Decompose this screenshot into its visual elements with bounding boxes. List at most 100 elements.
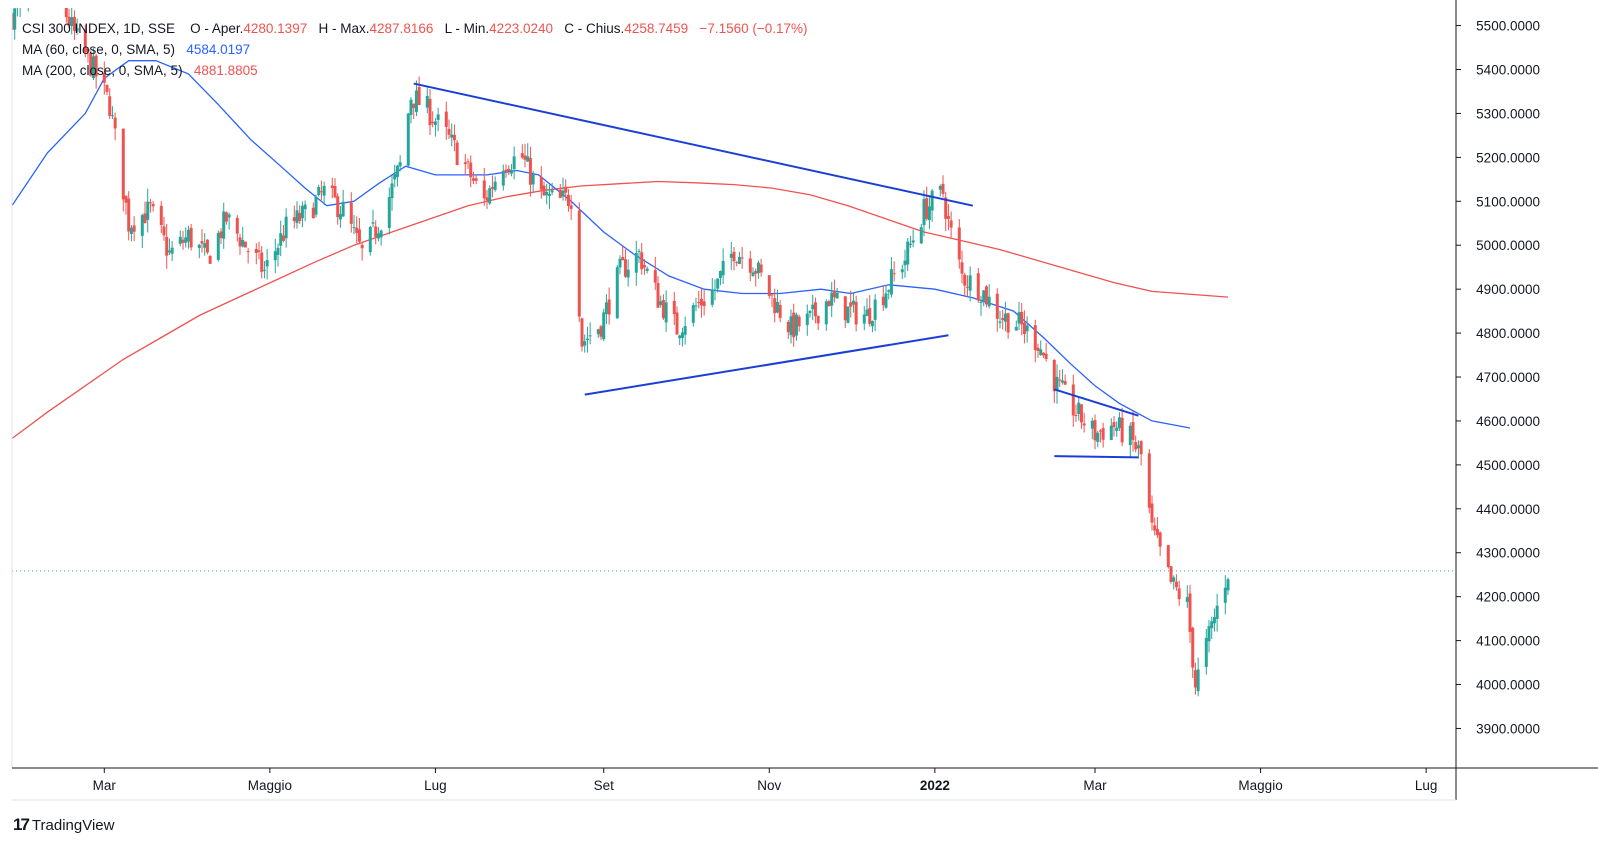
candle	[661, 294, 665, 320]
candle	[436, 107, 440, 132]
low-label: L - Min.	[444, 21, 490, 36]
candle	[1204, 628, 1208, 675]
candle	[428, 88, 432, 136]
trendline[interactable]	[584, 334, 949, 396]
y-tick-label: 5300.0000	[1476, 106, 1540, 121]
candle	[262, 261, 266, 279]
candle	[1101, 422, 1105, 448]
candle	[892, 261, 896, 282]
symbol-title: CSI 300 INDEX, 1D, SSE	[22, 21, 176, 36]
candle	[203, 233, 207, 256]
tradingview-brand[interactable]: 17 TradingView	[13, 815, 114, 835]
candle	[564, 179, 568, 201]
trendline[interactable]	[413, 82, 974, 207]
candle	[132, 216, 136, 242]
candle	[865, 298, 869, 317]
candle	[596, 328, 600, 338]
candle	[387, 187, 391, 235]
candle	[322, 181, 326, 205]
candle	[1166, 544, 1170, 569]
candle	[75, 18, 79, 36]
candle	[751, 267, 755, 277]
trendline[interactable]	[1054, 455, 1139, 459]
candle	[577, 202, 581, 323]
candle	[243, 241, 247, 248]
candle	[702, 289, 706, 316]
candle	[626, 259, 630, 287]
candle	[469, 155, 473, 188]
candle	[1041, 352, 1045, 358]
change-value: −7.1560 (−0.17%)	[699, 21, 808, 36]
x-tick-label: Nov	[757, 778, 781, 793]
candle	[246, 248, 250, 264]
candle	[295, 201, 299, 229]
candle	[70, 8, 74, 35]
candle	[504, 164, 508, 178]
candle	[659, 295, 663, 308]
ma200-legend-row[interactable]: MA (200, close, 0, SMA, 5) 4881.8805	[22, 60, 808, 81]
candle	[754, 268, 758, 287]
candle	[642, 259, 646, 275]
candle	[561, 177, 565, 201]
ma60-line	[12, 60, 1191, 429]
candle	[474, 174, 478, 185]
candle	[851, 293, 855, 313]
candle	[317, 184, 321, 197]
candle	[1079, 403, 1083, 429]
candle	[792, 303, 796, 347]
ma200-label: MA (200, close, 0, SMA, 5)	[22, 63, 183, 78]
candle	[604, 294, 608, 325]
candle	[982, 289, 986, 307]
candle	[1098, 429, 1102, 443]
candle	[1036, 343, 1040, 358]
candle	[583, 334, 587, 353]
candle	[1071, 374, 1075, 427]
candle	[319, 180, 323, 201]
candle	[694, 297, 698, 312]
candle	[903, 249, 907, 278]
trendline[interactable]	[1053, 388, 1139, 417]
candle	[900, 264, 904, 280]
candle	[200, 229, 204, 253]
candle	[197, 243, 201, 259]
candle	[1150, 495, 1154, 531]
y-tick-label: 4200.0000	[1476, 590, 1540, 605]
candle	[314, 194, 318, 218]
candle	[1153, 517, 1157, 536]
candle	[778, 300, 782, 323]
candle	[393, 164, 397, 188]
candle	[1174, 574, 1178, 591]
candle	[83, 24, 87, 58]
ohlc-legend-row[interactable]: CSI 300 INDEX, 1D, SSE O - Aper.4280.139…	[22, 18, 808, 39]
candle	[835, 287, 839, 299]
ma60-legend-row[interactable]: MA (60, close, 0, SMA, 5) 4584.0197	[22, 39, 808, 60]
candle	[566, 189, 570, 212]
y-axis-labels[interactable]: 5500.0000 5400.0000 5300.0000 5200.0000 5100…	[1456, 19, 1540, 737]
candle	[395, 164, 399, 187]
candle	[89, 50, 93, 77]
candle	[414, 80, 418, 117]
candle	[222, 202, 226, 249]
candle	[452, 124, 456, 152]
candle	[341, 189, 345, 218]
candle	[205, 239, 209, 255]
candle	[466, 158, 470, 169]
candle	[1001, 309, 1005, 330]
x-axis-labels[interactable]: Mar Maggio Lug Set Nov 2022 Mar Maggio Lug	[93, 768, 1438, 793]
candle	[129, 225, 133, 242]
candle	[276, 243, 280, 267]
candle	[925, 186, 929, 221]
candle	[808, 310, 812, 318]
candle	[528, 146, 532, 197]
candle	[531, 170, 535, 192]
candle	[184, 227, 188, 248]
candle	[884, 284, 888, 309]
candle	[1090, 417, 1094, 440]
candle	[355, 216, 359, 244]
low-value: 4223.0240	[489, 21, 553, 36]
candle	[1044, 342, 1048, 362]
candle	[653, 256, 657, 290]
y-tick-label: 4300.0000	[1476, 546, 1540, 561]
y-tick-label: 4600.0000	[1476, 414, 1540, 429]
